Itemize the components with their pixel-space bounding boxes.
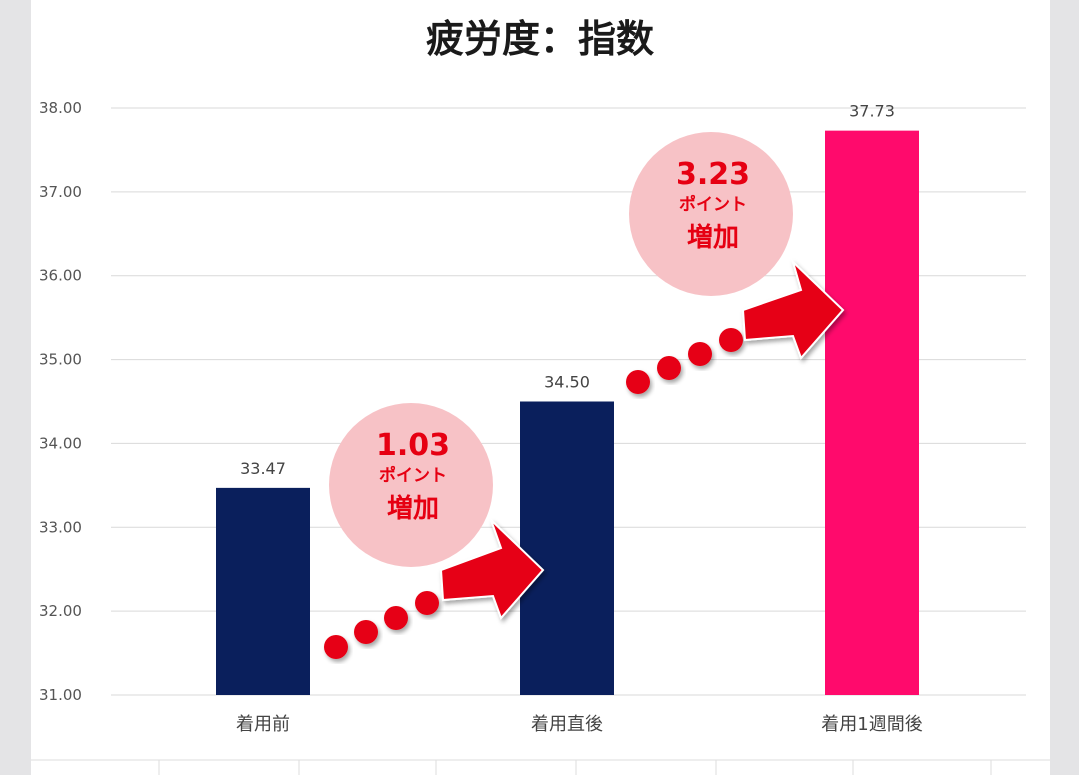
annotation-value: 3.23 bbox=[676, 157, 750, 192]
data-label: 33.47 bbox=[240, 459, 286, 478]
y-tick-label: 32.00 bbox=[39, 602, 82, 620]
x-axis-categories: 着用前 着用直後 着用1週間後 bbox=[236, 714, 923, 735]
annotation-bubble bbox=[329, 403, 493, 567]
chart-title: 疲労度：指数 bbox=[426, 17, 654, 61]
arrow-dot bbox=[384, 606, 408, 630]
y-tick-label: 35.00 bbox=[39, 351, 82, 369]
arrow-dot bbox=[354, 620, 378, 644]
x-category-label: 着用直後 bbox=[531, 714, 603, 735]
arrow-dot bbox=[415, 591, 439, 615]
annotation-word: 増加 bbox=[687, 223, 739, 253]
arrow-head bbox=[741, 258, 845, 360]
chart-card: 疲労度：指数 31.00 32.00 33.00 34.00 35.00 36.00 37.… bbox=[31, 0, 1050, 775]
arrow-dot bbox=[688, 342, 712, 366]
bar bbox=[216, 487, 310, 695]
data-label: 34.50 bbox=[544, 373, 590, 392]
arrow-dot bbox=[626, 370, 650, 394]
y-tick-label: 38.00 bbox=[39, 99, 82, 117]
arrow-dot bbox=[324, 635, 348, 659]
arrow-head bbox=[439, 519, 545, 620]
y-tick-label: 34.00 bbox=[39, 434, 82, 452]
annotation-bubble bbox=[629, 132, 793, 296]
bar bbox=[825, 130, 919, 696]
annotation-unit: ポイント bbox=[679, 194, 747, 215]
y-tick-label: 37.00 bbox=[39, 183, 82, 201]
data-labels: 33.47 34.50 37.73 bbox=[240, 102, 895, 478]
annotation-word: 増加 bbox=[387, 494, 439, 524]
x-category-label: 着用前 bbox=[236, 714, 290, 735]
y-tick-label: 33.00 bbox=[39, 518, 82, 536]
arrow-dot bbox=[719, 328, 743, 352]
bar bbox=[520, 401, 614, 695]
data-label: 37.73 bbox=[849, 102, 895, 121]
annotation-value: 1.03 bbox=[376, 428, 450, 463]
y-axis-ticks: 31.00 32.00 33.00 34.00 35.00 36.00 37.00 38.00 bbox=[39, 99, 82, 704]
y-tick-label: 36.00 bbox=[39, 267, 82, 285]
annotation-unit: ポイント bbox=[379, 465, 447, 486]
x-category-label: 着用1週間後 bbox=[821, 714, 922, 735]
y-tick-label: 31.00 bbox=[39, 686, 82, 704]
arrow-dot bbox=[657, 356, 681, 380]
bars bbox=[216, 130, 919, 696]
chart: 疲労度：指数 31.00 32.00 33.00 34.00 35.00 36.00 37.… bbox=[31, 17, 1050, 775]
